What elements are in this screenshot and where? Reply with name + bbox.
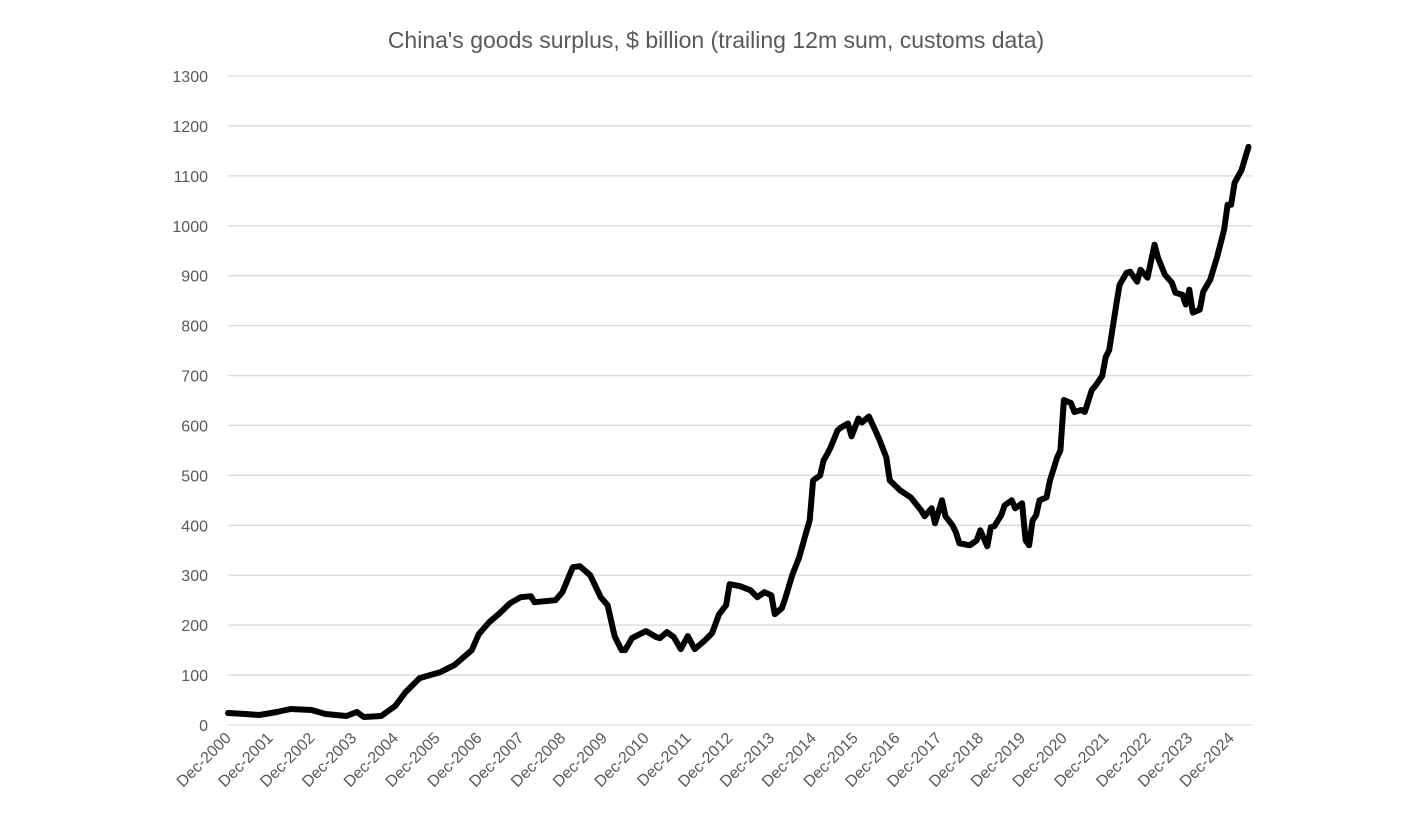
y-tick-label: 1300 bbox=[172, 69, 208, 86]
y-tick-label: 400 bbox=[181, 518, 208, 535]
y-tick-label: 100 bbox=[181, 668, 208, 685]
y-tick-label: 300 bbox=[181, 568, 208, 585]
y-tick-label: 0 bbox=[199, 718, 208, 735]
y-tick-label: 1000 bbox=[172, 219, 208, 236]
x-axis: Dec-2000Dec-2001Dec-2002Dec-2003Dec-2004… bbox=[174, 730, 1238, 791]
y-tick-label: 200 bbox=[181, 618, 208, 635]
y-tick-label: 1200 bbox=[172, 119, 208, 136]
y-tick-label: 800 bbox=[181, 319, 208, 336]
y-axis: 0 100 200 300 400 500 600 700 800 900 1000 1100 1200… bbox=[172, 69, 208, 735]
y-tick-label: 1100 bbox=[174, 169, 209, 186]
y-tick-label: 900 bbox=[181, 269, 208, 286]
y-tick-label: 500 bbox=[181, 468, 208, 485]
gridlines bbox=[228, 75, 1252, 726]
chart-title: China's goods surplus, $ billion (traili… bbox=[388, 27, 1044, 53]
series-line bbox=[225, 143, 1252, 720]
y-tick-label: 700 bbox=[181, 369, 208, 386]
y-tick-label: 600 bbox=[181, 418, 208, 435]
